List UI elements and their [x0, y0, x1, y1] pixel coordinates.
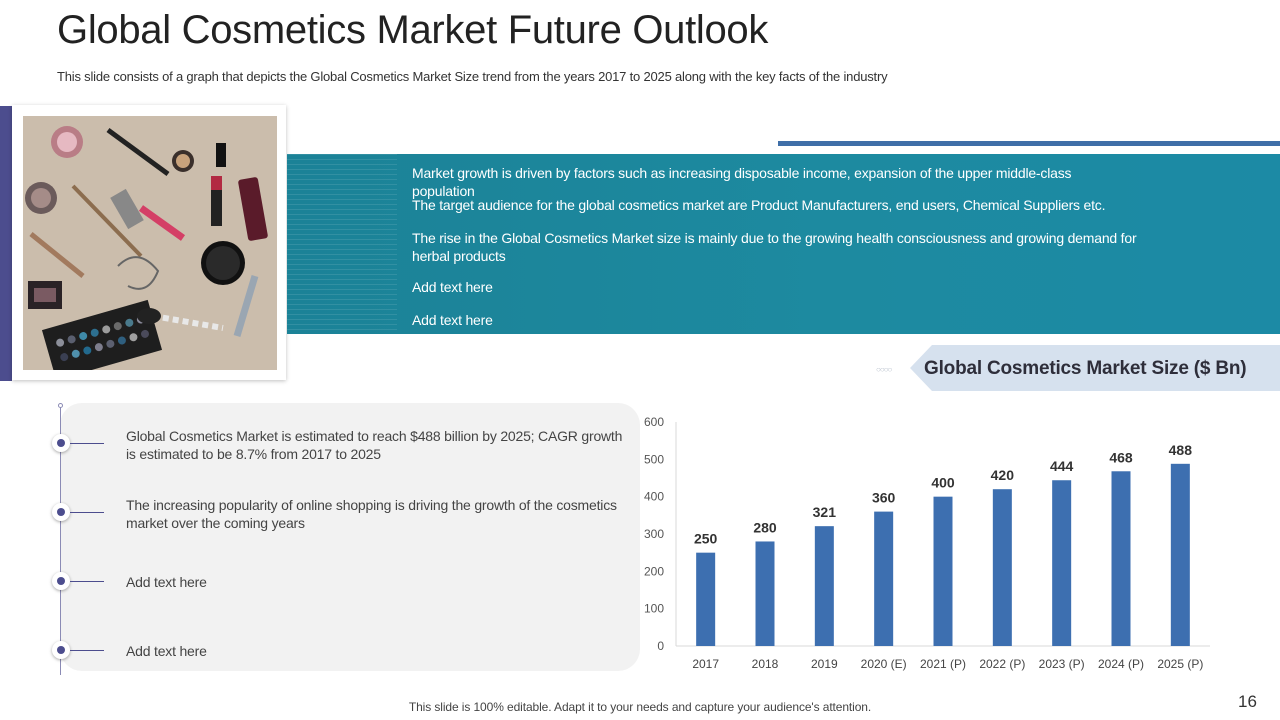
page-number: 16 [1238, 692, 1257, 711]
chart-title-dots: ○○○○ [876, 365, 892, 374]
data-label-6: 444 [1050, 458, 1074, 474]
band-fact-1: Market growth is driven by factors such … [412, 165, 1072, 199]
x-tick-label-6: 2023 (P) [1039, 657, 1085, 671]
x-tick-label-5: 2022 (P) [979, 657, 1025, 671]
timeline-bullet-1 [52, 434, 70, 452]
timeline-connector-1 [70, 443, 104, 444]
slide-footer: This slide is 100% editable. Adapt it to… [408, 700, 872, 714]
y-tick-label-6: 600 [644, 415, 664, 429]
y-tick-label-2: 200 [644, 564, 664, 578]
timeline-start-dot [58, 403, 63, 408]
timeline-connector-3 [70, 581, 104, 582]
y-tick-label-3: 300 [644, 527, 664, 541]
data-label-0: 250 [694, 531, 718, 547]
top-accent-line [778, 141, 1280, 146]
key-fact-4: Add text here [126, 643, 207, 659]
timeline-connector-4 [70, 650, 104, 651]
slide-title: Global Cosmetics Market Future Outlook [57, 8, 769, 52]
cosmetics-illustration [23, 116, 277, 370]
key-facts-panel [60, 403, 640, 671]
bar-2021-P [933, 496, 953, 646]
band-fact-3: The rise in the Global Cosmetics Market … [412, 230, 1137, 264]
y-tick-label-4: 400 [644, 490, 664, 504]
band-fact-2: The target audience for the global cosme… [412, 197, 1106, 213]
left-accent-bar [0, 106, 12, 381]
chart-title-label: ○○○○ Global Cosmetics Market Size ($ Bn) [876, 345, 1280, 391]
key-fact-1: Global Cosmetics Market is estimated to … [126, 428, 623, 462]
data-label-5: 420 [991, 467, 1015, 483]
cosmetics-photo [23, 116, 277, 370]
timeline-line [60, 407, 61, 675]
chart-title-banner: Global Cosmetics Market Size ($ Bn) [910, 345, 1280, 391]
y-tick-label-5: 500 [644, 452, 664, 466]
timeline-bullet-3 [52, 572, 70, 590]
x-tick-label-7: 2024 (P) [1098, 657, 1144, 671]
bar-2022-P [992, 489, 1012, 646]
band-stripes [287, 154, 397, 334]
timeline-connector-2 [70, 512, 104, 513]
band-fact-4: Add text here [412, 279, 493, 295]
key-fact-2: The increasing popularity of online shop… [126, 497, 617, 531]
timeline-bullet-4 [52, 641, 70, 659]
key-fact-3: Add text here [126, 574, 207, 590]
timeline-bullet-2 [52, 503, 70, 521]
x-tick-label-4: 2021 (P) [920, 657, 966, 671]
x-tick-label-0: 2017 [692, 657, 719, 671]
bar-2024-P [1111, 471, 1131, 646]
bar-2025-P [1170, 463, 1190, 646]
bar-2019 [814, 526, 834, 646]
slide-subtitle: This slide consists of a graph that depi… [57, 69, 888, 84]
data-label-1: 280 [753, 519, 777, 535]
cosmetics-photo-frame [12, 105, 286, 380]
x-tick-label-2: 2019 [811, 657, 838, 671]
bar-2020-E [874, 511, 894, 646]
market-size-bar-chart: 0 100 200 300 400 500 600 250 2017 280 2018 321 2019… [644, 415, 1210, 671]
data-label-3: 360 [872, 490, 896, 506]
x-tick-label-3: 2020 (E) [861, 657, 907, 671]
bar-2017 [696, 552, 716, 646]
data-label-7: 468 [1109, 449, 1133, 465]
data-label-4: 400 [931, 475, 955, 491]
y-tick-label-1: 100 [644, 602, 664, 616]
data-label-2: 321 [813, 504, 837, 520]
bar-2023-P [1052, 480, 1072, 646]
x-tick-label-8: 2025 (P) [1157, 657, 1203, 671]
market-facts-band: Market growth is driven by factors such … [287, 154, 1280, 334]
bar-2018 [755, 541, 775, 646]
y-tick-label-0: 0 [657, 639, 664, 653]
band-fact-5: Add text here [412, 312, 493, 328]
x-tick-label-1: 2018 [752, 657, 779, 671]
data-label-8: 488 [1169, 442, 1193, 458]
chart-title: Global Cosmetics Market Size ($ Bn) [924, 358, 1247, 379]
